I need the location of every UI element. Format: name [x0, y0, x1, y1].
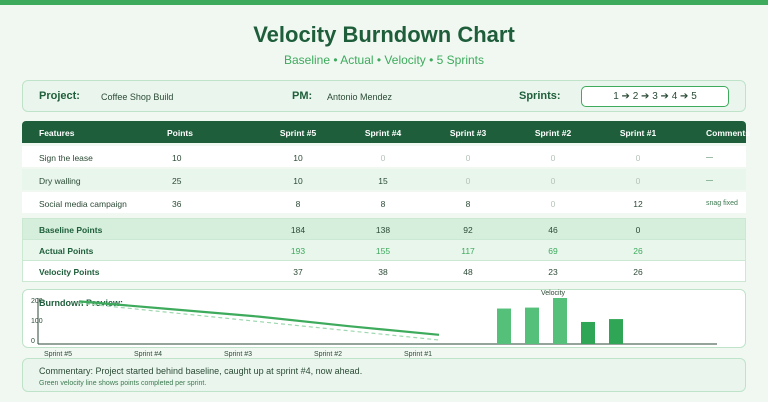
cell: 69 — [548, 246, 558, 256]
commentary: Commentary: Project started behind basel… — [39, 366, 363, 376]
cell: 0 — [550, 199, 556, 209]
cell: 10 — [172, 153, 182, 163]
value: Coffee Shop Build — [101, 92, 174, 102]
row — [22, 146, 746, 167]
cell: 26 — [633, 267, 643, 277]
commentary-box — [22, 358, 746, 392]
x-tick-label: Sprint #4 — [134, 351, 162, 358]
cell: 23 — [548, 267, 558, 277]
bar — [609, 319, 623, 344]
bar-title: Velocity — [541, 290, 566, 297]
summary-label: Velocity Points — [39, 267, 100, 277]
cell: 46 — [548, 225, 558, 235]
cell: 12 — [633, 199, 643, 209]
y-tick-label: 200 — [31, 298, 43, 305]
value: Antonio Mendez — [327, 92, 393, 102]
cell: 184 — [290, 225, 306, 235]
bar — [581, 321, 595, 344]
row — [22, 192, 746, 213]
cell: 0 — [550, 176, 556, 186]
cell: 25 — [172, 176, 182, 186]
cell: 0 — [635, 176, 641, 186]
note: Green velocity line shows points complet… — [39, 380, 207, 387]
summary-label: Baseline Points — [39, 225, 103, 235]
column-header: Sprint #5 — [279, 128, 317, 138]
cell: 10 — [293, 153, 303, 163]
cell: Sign the lease — [39, 153, 93, 163]
x-tick-label: Sprint #2 — [314, 351, 342, 358]
cell: 0 — [635, 153, 641, 163]
cell: 8 — [295, 199, 301, 209]
summary-label: Actual Points — [39, 246, 94, 256]
column-header: Sprint #4 — [364, 128, 402, 138]
cell: 92 — [463, 225, 473, 235]
cell: 10 — [293, 176, 303, 186]
cell: 0 — [465, 153, 471, 163]
x-tick-label: Sprint #3 — [224, 351, 252, 358]
bar — [497, 308, 511, 344]
row — [22, 169, 746, 190]
summary-row — [22, 260, 746, 282]
cell: — — [706, 154, 713, 161]
cell: 37 — [293, 267, 303, 277]
x-tick-label: Sprint #1 — [404, 351, 432, 358]
title: Velocity Burndown Chart — [253, 22, 515, 47]
cell: 48 — [463, 267, 473, 277]
column-header: Sprint #1 — [619, 128, 657, 138]
cell: 193 — [290, 246, 306, 256]
table: Features Points Sprint #5 Sprint #4 Sprint #… — [22, 121, 750, 282]
y-tick-label: 0 — [31, 338, 35, 345]
table-header — [22, 121, 746, 143]
cell: 0 — [380, 153, 386, 163]
cell: 36 — [172, 199, 182, 209]
cell: 8 — [380, 199, 386, 209]
label: Sprints: — [519, 90, 561, 102]
cell: 0 — [550, 153, 556, 163]
label: PM: — [292, 90, 313, 102]
line — [78, 302, 440, 341]
cell: 26 — [633, 246, 643, 256]
top-bar — [0, 0, 768, 5]
column-header: Sprint #3 — [449, 128, 487, 138]
column-header: Sprint #2 — [534, 128, 572, 138]
sprints-field[interactable]: 1 ➔ 2 ➔ 3 ➔ 4 ➔ 5 — [581, 86, 729, 107]
preview-box — [22, 289, 746, 348]
bar — [525, 307, 539, 344]
x-tick-label: Sprint #5 — [44, 351, 72, 358]
cell: Dry walling — [39, 176, 81, 186]
cell: 138 — [375, 225, 391, 235]
y-tick-label: 100 — [31, 318, 43, 325]
subtitle: Baseline • Actual • Velocity • 5 Sprints — [283, 53, 485, 67]
cell: 155 — [375, 246, 391, 256]
bar — [553, 298, 567, 344]
cell: 0 — [635, 225, 641, 235]
cell: 0 — [465, 176, 471, 186]
cell: 15 — [378, 176, 388, 186]
cell: 8 — [465, 199, 471, 209]
column-header: Points — [167, 128, 193, 138]
cell: 117 — [461, 246, 475, 256]
cell: snag fixed — [706, 200, 738, 207]
cell: — — [706, 177, 713, 184]
cell: 38 — [378, 267, 388, 277]
label: Project: — [39, 90, 80, 102]
column-header: Features — [39, 128, 75, 138]
cell: Social media campaign — [39, 199, 127, 209]
line — [78, 300, 440, 336]
column-header: Comments — [706, 128, 750, 138]
